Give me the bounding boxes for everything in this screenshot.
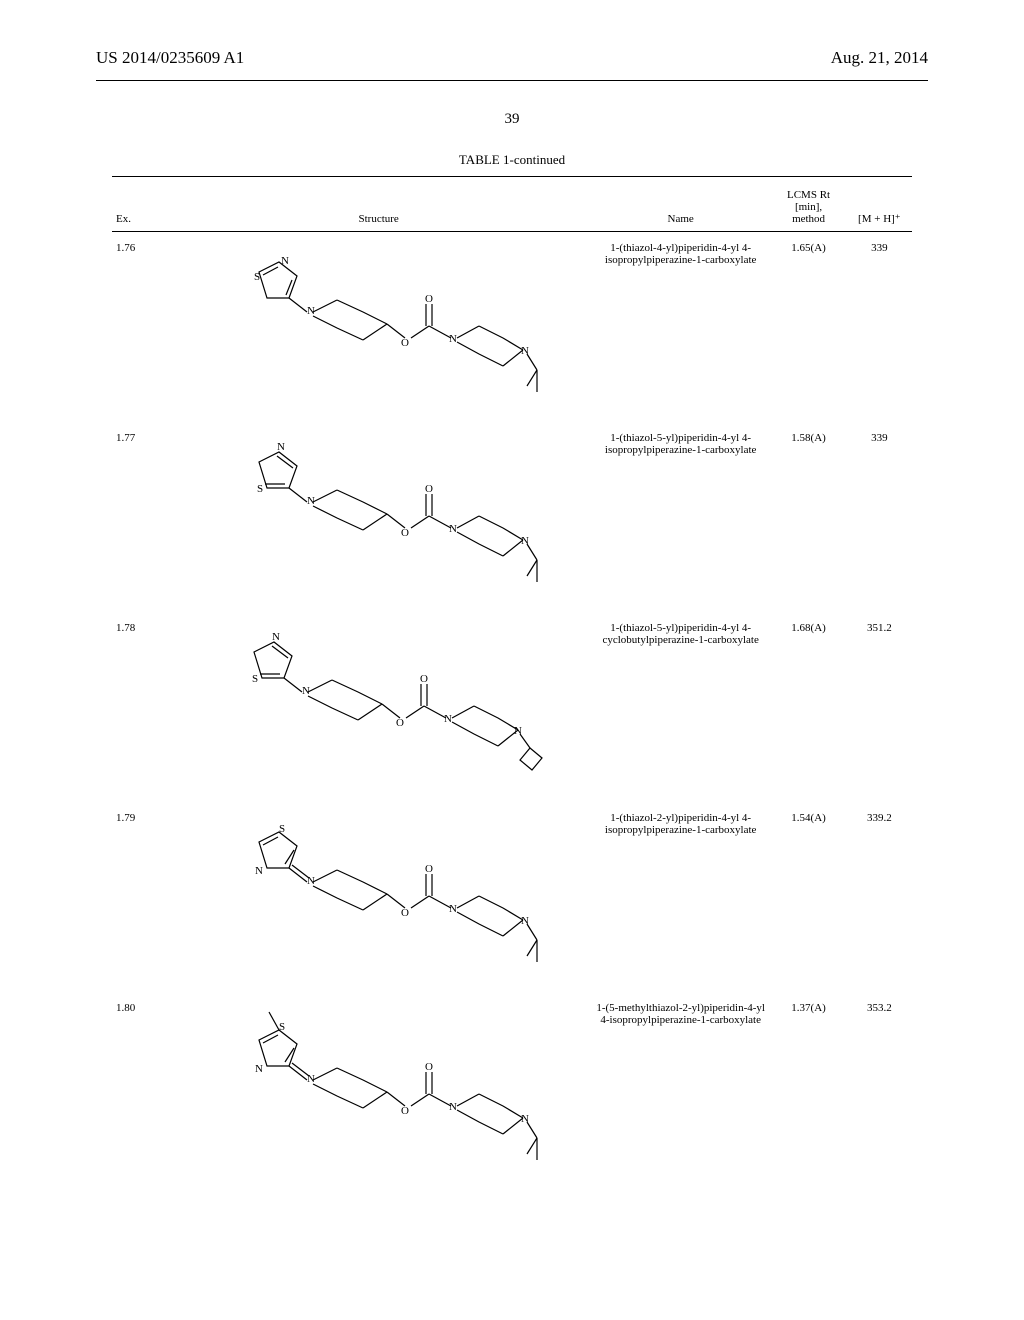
svg-text:N: N: [272, 631, 280, 643]
svg-text:S: S: [252, 673, 258, 685]
cell-ex: 1.78: [112, 612, 166, 802]
svg-text:N: N: [449, 333, 457, 345]
svg-text:O: O: [401, 527, 409, 539]
cell-mh: 339: [847, 231, 912, 422]
cell-mh: 353.2: [847, 992, 912, 1192]
svg-text:S: S: [254, 271, 260, 283]
svg-text:O: O: [396, 717, 404, 729]
svg-text:O: O: [401, 1105, 409, 1117]
col-mh: [M + H]⁺: [847, 183, 912, 232]
table-title: TABLE 1-continued: [0, 152, 1024, 168]
structure-svg: N S N O O N N: [214, 622, 544, 792]
cell-name: 1-(5-methylthiazol-2-yl)piperidin-4-yl 4…: [591, 992, 771, 1192]
cell-structure: S N N O O N N: [166, 992, 590, 1192]
table-row: 1.77 N S N O: [112, 422, 912, 612]
cell-structure: N S N O O N N: [166, 422, 590, 612]
cell-structure: S N N O O N N: [166, 802, 590, 992]
cell-name: 1-(thiazol-2-yl)piperidin-4-yl 4-isoprop…: [591, 802, 771, 992]
col-name: Name: [591, 183, 771, 232]
structure-svg: N S N O O N N: [219, 432, 539, 602]
svg-text:O: O: [420, 673, 428, 685]
svg-text:N: N: [449, 523, 457, 535]
publication-date: Aug. 21, 2014: [831, 48, 928, 68]
svg-text:N: N: [281, 255, 289, 267]
col-ex: Ex.: [112, 183, 166, 232]
svg-text:O: O: [425, 483, 433, 495]
table-wrap: Ex. Structure Name LCMS Rt [min], method…: [0, 176, 1024, 1192]
page-header: US 2014/0235609 A1 Aug. 21, 2014: [0, 0, 1024, 76]
svg-text:O: O: [425, 863, 433, 875]
header-rule: [96, 80, 928, 81]
svg-text:N: N: [277, 441, 285, 453]
cell-ex: 1.79: [112, 802, 166, 992]
svg-text:N: N: [255, 865, 263, 877]
table-row: 1.79 S N N O: [112, 802, 912, 992]
cell-lcms: 1.37(A): [770, 992, 846, 1192]
cell-ex: 1.77: [112, 422, 166, 612]
cell-ex: 1.80: [112, 992, 166, 1192]
svg-text:N: N: [255, 1063, 263, 1075]
svg-text:S: S: [279, 1021, 285, 1033]
table-row: 1.78 N S N O: [112, 612, 912, 802]
cell-name: 1-(thiazol-4-yl)piperidin-4-yl 4-isoprop…: [591, 231, 771, 422]
table-row: 1.76 N S N: [112, 231, 912, 422]
svg-text:O: O: [401, 337, 409, 349]
cell-lcms: 1.68(A): [770, 612, 846, 802]
cell-mh: 339: [847, 422, 912, 612]
svg-text:S: S: [279, 823, 285, 835]
cell-lcms: 1.54(A): [770, 802, 846, 992]
structure-svg: S N N O O N N: [219, 812, 539, 982]
svg-text:O: O: [401, 907, 409, 919]
svg-text:N: N: [449, 1101, 457, 1113]
compound-table: Ex. Structure Name LCMS Rt [min], method…: [112, 176, 912, 1192]
cell-mh: 351.2: [847, 612, 912, 802]
cell-structure: N S N O O N N: [166, 612, 590, 802]
structure-svg: N S N O O: [219, 242, 539, 412]
col-lcms: LCMS Rt [min], method: [770, 183, 846, 232]
cell-mh: 339.2: [847, 802, 912, 992]
svg-text:S: S: [257, 483, 263, 495]
cell-name: 1-(thiazol-5-yl)piperidin-4-yl 4-cyclobu…: [591, 612, 771, 802]
svg-text:N: N: [444, 713, 452, 725]
cell-name: 1-(thiazol-5-yl)piperidin-4-yl 4-isoprop…: [591, 422, 771, 612]
cell-lcms: 1.58(A): [770, 422, 846, 612]
cell-structure: N S N O O: [166, 231, 590, 422]
col-structure: Structure: [166, 183, 590, 232]
cell-ex: 1.76: [112, 231, 166, 422]
svg-text:O: O: [425, 1061, 433, 1073]
cell-lcms: 1.65(A): [770, 231, 846, 422]
structure-svg: S N N O O N N: [219, 1002, 539, 1182]
page-number: 39: [0, 111, 1024, 128]
table-row: 1.80 S N N: [112, 992, 912, 1192]
svg-text:O: O: [425, 293, 433, 305]
svg-text:N: N: [449, 903, 457, 915]
publication-number: US 2014/0235609 A1: [96, 48, 244, 68]
